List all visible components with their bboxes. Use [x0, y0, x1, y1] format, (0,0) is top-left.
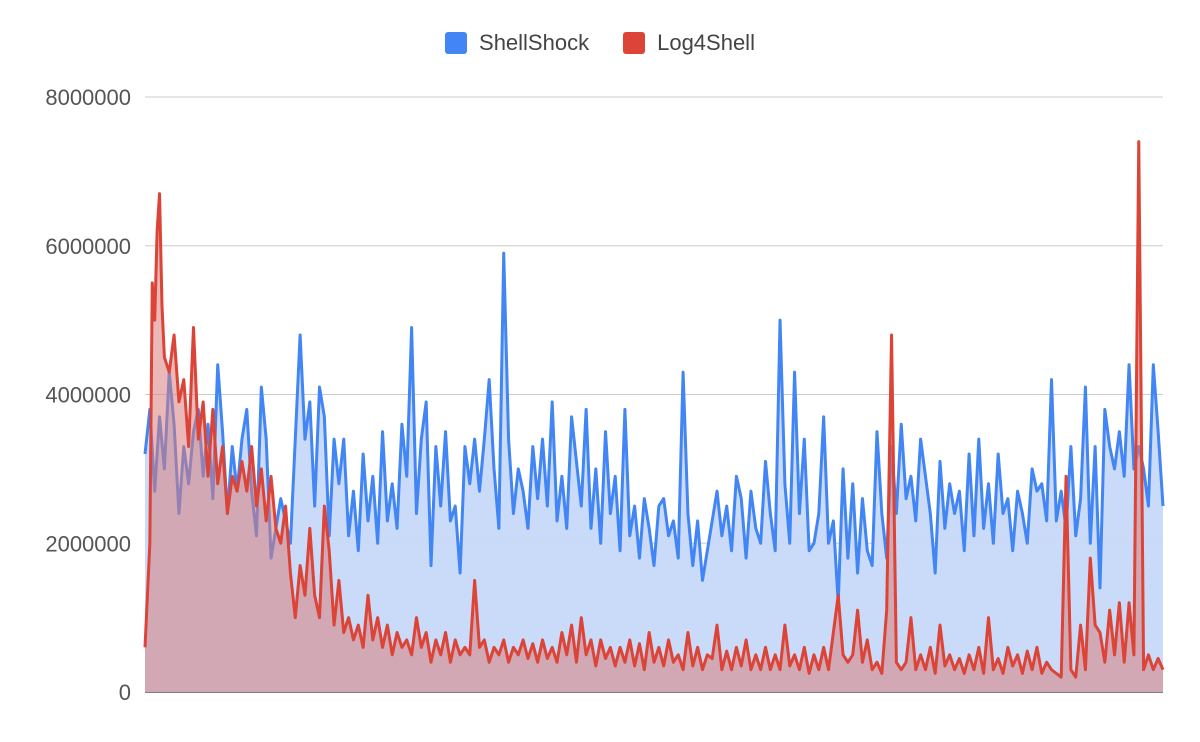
y-tick-label: 0 [119, 680, 131, 705]
legend-item-log4shell[interactable]: Log4Shell [623, 30, 755, 56]
legend: ShellShock Log4Shell [0, 30, 1200, 56]
y-tick-label: 6000000 [45, 234, 131, 259]
legend-item-shellshock[interactable]: ShellShock [445, 30, 589, 56]
series-layer [143, 140, 1165, 692]
legend-swatch-shellshock [445, 32, 468, 54]
legend-label-shellshock: ShellShock [479, 30, 590, 55]
series-area-log4shell [145, 141, 1163, 692]
series-area-shellshock [145, 253, 1163, 692]
y-tick-label: 2000000 [45, 531, 131, 556]
y-tick-label: 8000000 [45, 85, 131, 110]
y-axis-ticks: 0 2000000 4000000 6000000 8000000 [45, 85, 131, 705]
legend-label-log4shell: Log4Shell [657, 30, 755, 55]
legend-swatch-log4shell [623, 32, 646, 54]
y-tick-label: 4000000 [45, 383, 131, 408]
series-line-shellshock[interactable] [143, 251, 1165, 605]
series-line-log4shell[interactable] [143, 140, 1165, 679]
